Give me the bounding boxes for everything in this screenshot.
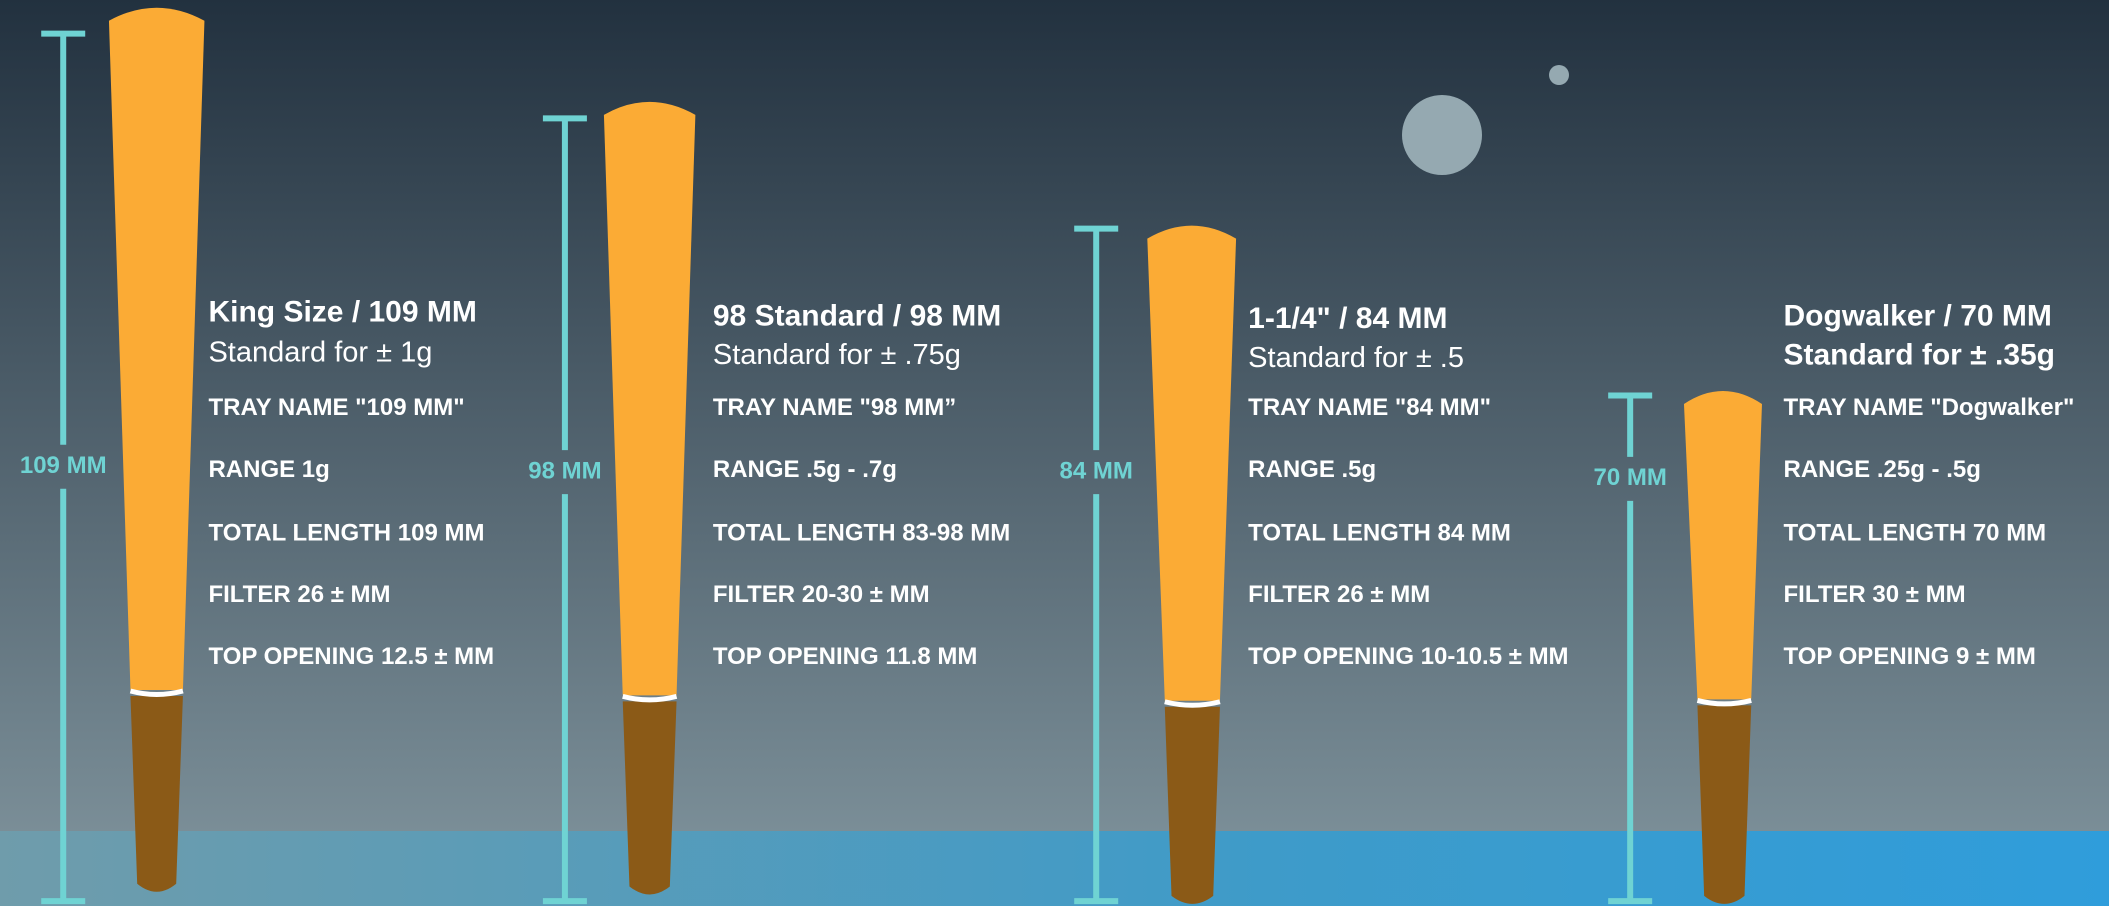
water bbox=[0, 831, 2109, 906]
cone-item: 70 MM Dogwalker / 70 MM Standard for ± .35… bbox=[1593, 299, 2075, 905]
spec-line: TOP OPENING 9 ± MM bbox=[1784, 643, 2036, 670]
spec-line: TOP OPENING 11.8 MM bbox=[713, 643, 978, 670]
filter-band bbox=[1696, 697, 1752, 707]
item-title: Dogwalker / 70 MM bbox=[1784, 299, 2052, 332]
spec-line: TOTAL LENGTH 70 MM bbox=[1784, 519, 2047, 546]
measure-label: 109 MM bbox=[20, 452, 107, 479]
spec-line: TOTAL LENGTH 109 MM bbox=[208, 519, 484, 546]
cone-filter bbox=[1697, 705, 1752, 904]
spec-line: TRAY NAME "Dogwalker" bbox=[1784, 394, 2075, 421]
cone-filter bbox=[1164, 706, 1220, 904]
spec-line: RANGE 1g bbox=[208, 456, 329, 483]
spec-line: FILTER 20-30 ± MM bbox=[713, 581, 930, 608]
item-title: King Size / 109 MM bbox=[208, 295, 476, 328]
cone-item: 84 MM 1-1/4" / 84 MM Standard for ± .5 TRAY… bbox=[1060, 225, 1569, 905]
measure-label: 84 MM bbox=[1060, 457, 1133, 484]
measure-label: 70 MM bbox=[1593, 464, 1666, 491]
item-subtitle: Standard for ± .75g bbox=[713, 339, 961, 371]
cone-item: 98 MM 98 Standard / 98 MM Standard for ± .… bbox=[528, 101, 1010, 905]
spec-line: TRAY NAME "84 MM" bbox=[1248, 394, 1491, 421]
item-title: 98 Standard / 98 MM bbox=[713, 299, 1001, 332]
measure-label: 98 MM bbox=[528, 457, 601, 484]
item-title: 1-1/4" / 84 MM bbox=[1248, 302, 1447, 335]
filter-band bbox=[1164, 699, 1221, 708]
small-moon bbox=[1549, 65, 1569, 85]
spec-line: FILTER 30 ± MM bbox=[1784, 581, 1966, 608]
spec-line: FILTER 26 ± MM bbox=[208, 581, 390, 608]
cone-paper bbox=[1147, 225, 1237, 701]
spec-line: RANGE .5g bbox=[1248, 456, 1376, 483]
item-subtitle: Standard for ± .5 bbox=[1248, 342, 1464, 374]
item-subtitle: Standard for ± 1g bbox=[208, 336, 432, 368]
spec-line: FILTER 26 ± MM bbox=[1248, 581, 1430, 608]
spec-line: RANGE .25g - .5g bbox=[1784, 456, 1981, 483]
filter-band bbox=[622, 693, 678, 703]
cone-filter bbox=[130, 695, 183, 892]
cone-item: 109 MM King Size / 109 MM Standard for ± 1… bbox=[20, 7, 494, 905]
spec-line: TOTAL LENGTH 83-98 MM bbox=[713, 519, 1010, 546]
spec-line: TRAY NAME "109 MM" bbox=[208, 394, 464, 421]
cone-paper bbox=[603, 101, 696, 696]
cone-filter bbox=[622, 701, 677, 895]
spec-line: RANGE .5g - .7g bbox=[713, 456, 897, 483]
moon bbox=[1402, 95, 1482, 175]
item-subtitle: Standard for ± .35g bbox=[1784, 338, 2056, 371]
cone-paper bbox=[1683, 391, 1762, 700]
cone-items: 109 MM King Size / 109 MM Standard for ± 1… bbox=[20, 7, 2075, 905]
spec-line: TOP OPENING 12.5 ± MM bbox=[208, 643, 494, 670]
cone-paper bbox=[108, 7, 205, 690]
spec-line: TOP OPENING 10-10.5 ± MM bbox=[1248, 643, 1568, 670]
spec-line: TOTAL LENGTH 84 MM bbox=[1248, 519, 1511, 546]
filter-band bbox=[129, 688, 184, 697]
spec-line: TRAY NAME "98 MM” bbox=[713, 394, 956, 421]
